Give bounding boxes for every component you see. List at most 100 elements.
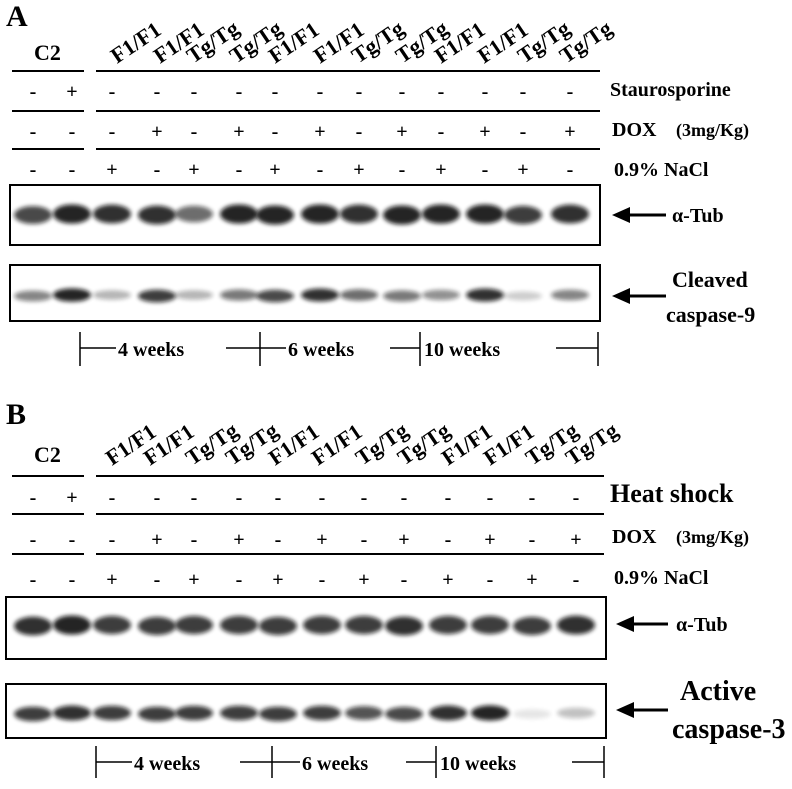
blot-band (557, 707, 595, 719)
blot-arrow (612, 207, 666, 223)
blot-band (220, 615, 258, 635)
treatment-sign: + (316, 529, 327, 551)
treatment-sign: + (526, 569, 537, 591)
blot-band (504, 205, 542, 225)
treatment-row-label: DOX (612, 119, 657, 141)
blot-band (53, 615, 91, 635)
blot-band (383, 290, 421, 302)
treatment-sign: - (109, 529, 116, 551)
treatment-sign: - (399, 81, 406, 103)
blot-band (259, 616, 297, 636)
panel-b: B C2 F1/F1 F1/F1 Tg/Tg Tg/Tg F1/F1 F1/F1… (5, 398, 786, 778)
blot-band (259, 706, 297, 722)
treatment-sign: - (401, 487, 408, 509)
time-group-label: 6 weeks (302, 753, 368, 775)
treatment-sign: - (319, 487, 326, 509)
treatment-sign: + (66, 487, 77, 509)
time-group-label: 10 weeks (424, 339, 500, 361)
treatment-sign: - (482, 81, 489, 103)
blot-band (340, 204, 378, 224)
treatment-sign: - (529, 487, 536, 509)
blot-bands (14, 615, 595, 636)
treatment-sign: - (154, 81, 161, 103)
treatment-sign: - (482, 159, 489, 181)
genotype-labels: F1/F1 F1/F1 Tg/Tg Tg/Tg F1/F1 F1/F1 Tg/T… (106, 15, 617, 68)
blot-band (551, 204, 589, 224)
treatment-sign: - (487, 569, 494, 591)
blot-bands (14, 204, 589, 225)
blot-band (138, 289, 176, 303)
treatment-sign: + (66, 81, 77, 103)
blot-band (220, 204, 258, 224)
blot-band (53, 204, 91, 224)
blot-band (345, 615, 383, 635)
time-group-label: 10 weeks (440, 753, 516, 775)
treatment-sign: - (30, 529, 37, 551)
treatment-sign: - (567, 81, 574, 103)
treatment-sign: + (442, 569, 453, 591)
treatment-sign: + (570, 529, 581, 551)
treatment-sign: + (435, 159, 446, 181)
blot-band (504, 291, 542, 301)
treatment-sign: - (236, 569, 243, 591)
blot-label: α-Tub (672, 205, 724, 227)
treatment-sign: - (191, 487, 198, 509)
treatment-row-sublabel: (3mg/Kg) (676, 527, 749, 548)
treatment-row-label: 0.9% NaCl (614, 567, 709, 589)
treatment-sign: + (106, 159, 117, 181)
time-group-label: 6 weeks (288, 339, 354, 361)
treatment-sign: - (191, 121, 198, 143)
blot-band (383, 205, 421, 225)
treatment-sign: - (567, 159, 574, 181)
treatment-sign: - (30, 487, 37, 509)
treatment-sign: - (236, 487, 243, 509)
treatment-sign: + (314, 121, 325, 143)
blot-band (138, 205, 176, 225)
treatment-sign: - (401, 569, 408, 591)
blot-band (256, 205, 294, 225)
blot-arrow (616, 702, 668, 718)
treatment-sign: + (398, 529, 409, 551)
blot-band (303, 615, 341, 635)
blot-band (557, 615, 595, 635)
blot-band (93, 615, 131, 635)
blot-label-line: Cleaved (672, 267, 748, 292)
treatment-sign: - (445, 487, 452, 509)
treatment-sign: - (356, 121, 363, 143)
blot-band (422, 289, 460, 301)
blot-band (471, 705, 509, 721)
blot-band (340, 289, 378, 301)
treatment-sign: - (275, 529, 282, 551)
treatment-sign: - (317, 159, 324, 181)
blot-band (53, 288, 91, 302)
treatment-sign: + (233, 529, 244, 551)
treatment-sign: - (445, 529, 452, 551)
treatment-sign: - (520, 81, 527, 103)
blot-band (513, 709, 551, 719)
blot-band (385, 616, 423, 636)
treatment-sign: - (361, 487, 368, 509)
blot-band (471, 615, 509, 635)
blot-band (175, 705, 213, 721)
treatment-sign: - (154, 487, 161, 509)
treatment-sign: - (529, 529, 536, 551)
treatment-sign: + (396, 121, 407, 143)
treatment-sign: - (69, 529, 76, 551)
blot-band (14, 706, 52, 722)
blot-band (256, 289, 294, 303)
treatment-sign: - (520, 121, 527, 143)
blot-label: α-Tub (676, 614, 728, 636)
sign-rows: - + - - - - - - - - - - - - - - - + - + - + - + - + - + - - + - + - + - + - + -… (30, 81, 576, 181)
blot-band (422, 204, 460, 224)
treatment-sign: - (30, 159, 37, 181)
treatment-sign: - (109, 487, 116, 509)
treatment-sign: - (399, 159, 406, 181)
sign-rows: - + - - - - - - - - - - - - - - - + - + - + - + - + - + - - + - + - + - + - + -… (30, 487, 582, 591)
blot-band (513, 616, 551, 636)
blot-band (175, 290, 213, 300)
treatment-sign: - (236, 81, 243, 103)
treatment-sign: - (154, 569, 161, 591)
blot-band (429, 705, 467, 721)
blot-frame (5, 683, 607, 739)
blot-band (138, 616, 176, 636)
